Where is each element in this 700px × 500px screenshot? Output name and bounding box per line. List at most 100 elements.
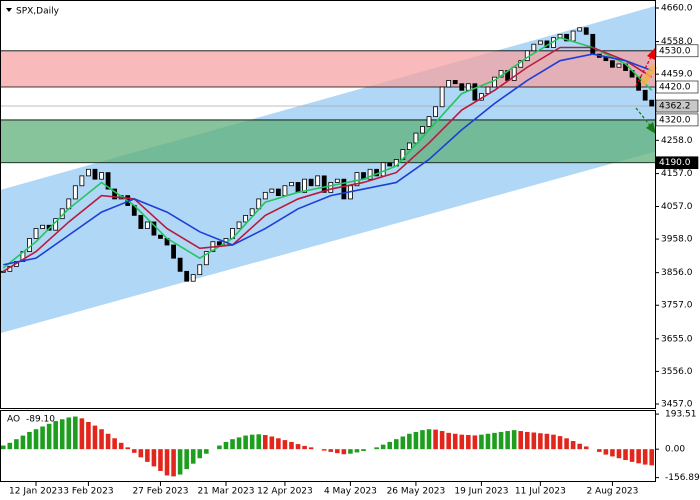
level-label: 4190.0 (659, 158, 691, 168)
candle-body (92, 168, 98, 180)
y-tick-label: 3856.0 (661, 268, 693, 278)
ao-bar (531, 432, 537, 450)
ao-bar (171, 449, 176, 477)
candle-body (295, 182, 301, 193)
candle-body (354, 172, 360, 187)
y-tick-label: 3958.0 (661, 235, 693, 245)
y-tick-label: 3457.0 (661, 400, 693, 410)
ao-bar (636, 449, 641, 464)
ao-bar (570, 441, 576, 450)
ao-bar (289, 441, 294, 450)
ao-current: -89.10 (26, 415, 55, 425)
moving-average (3, 53, 653, 266)
ao-bar (623, 449, 628, 461)
ao-bar (20, 435, 26, 450)
ao-bar (276, 438, 281, 450)
arrow-head (646, 122, 656, 134)
ao-tick-label: 193.51 (665, 410, 697, 420)
candle-body (642, 89, 648, 101)
candle-body (86, 168, 91, 177)
chart-title: SPX,Daily (16, 7, 60, 17)
ao-bar (243, 435, 248, 450)
ao-bar (295, 444, 301, 450)
forecast-up (635, 54, 653, 87)
candle-body (177, 257, 183, 272)
ao-bar (577, 443, 582, 450)
ao-bar (328, 449, 334, 452)
candle-body (426, 116, 432, 127)
candle-body (33, 228, 39, 239)
candle-body (243, 214, 249, 223)
x-tick-label: 27 Feb 2023 (132, 487, 188, 497)
ao-bar (131, 449, 137, 453)
candle-body (452, 80, 458, 85)
ao-bar (27, 431, 32, 450)
x-tick-label: 4 May 2023 (324, 487, 377, 497)
candle-body (72, 185, 78, 200)
ao-bar (59, 419, 65, 450)
ao-bar (66, 417, 72, 450)
ao-bar (40, 426, 45, 450)
ao-bar (459, 434, 465, 450)
overlay (635, 47, 657, 134)
candle-body (203, 251, 209, 266)
candle-body (433, 106, 438, 118)
level-box (655, 44, 699, 58)
ao-bar (485, 433, 491, 450)
candle-body (564, 33, 569, 42)
ao-bar (105, 433, 111, 450)
ao-bar (262, 435, 268, 450)
ao-bar (557, 436, 563, 450)
candle-body (1, 270, 6, 273)
candle-body (413, 132, 419, 144)
ao-bar (112, 438, 117, 450)
ao-bar (138, 449, 144, 458)
ao-tick-label: 0.00 (665, 445, 685, 455)
level-box (655, 99, 699, 113)
candle-body (570, 30, 576, 42)
zone (1, 119, 655, 163)
candle-body (531, 43, 537, 52)
x-tick-label: 21 Mar 2023 (197, 487, 254, 497)
menu-icon[interactable] (6, 8, 12, 12)
candle-body (197, 264, 203, 276)
candle-body (105, 172, 111, 190)
candle-body (190, 274, 196, 282)
ao-bar (79, 418, 85, 450)
ao-bar (466, 435, 471, 450)
ao-bar (426, 429, 432, 450)
ao-bar (446, 432, 451, 450)
ao-bar (158, 449, 163, 471)
candle-body (79, 175, 85, 187)
x-tick-label: 3 Feb 2023 (63, 487, 113, 497)
candle-body (380, 162, 386, 177)
ao-bar (616, 449, 622, 459)
y-tick-label: 4157.0 (661, 169, 693, 179)
ao-bar (603, 449, 609, 455)
ao-bar (302, 445, 307, 450)
ao-bar (321, 449, 327, 451)
candle-body (99, 172, 104, 180)
ao-bar (374, 447, 379, 450)
ao-bar (204, 449, 209, 454)
level-label: 4320.0 (659, 115, 691, 125)
ao-bar (544, 433, 550, 450)
y-tick-label: 4660.0 (661, 4, 693, 14)
ao-bar (610, 449, 615, 457)
moving-average (2, 46, 653, 273)
ao-bar (498, 431, 504, 450)
ao-bar (164, 449, 170, 476)
ao-bar (177, 449, 183, 475)
candle-body (649, 99, 655, 107)
candle-body (590, 33, 596, 55)
y-tick-label: 4057.0 (661, 202, 693, 212)
ao-pane (1, 416, 655, 477)
candle-body (40, 224, 45, 229)
forecast-down (635, 107, 653, 129)
ao-bar (642, 449, 648, 465)
ao-bar (99, 429, 104, 450)
ao-bar (348, 449, 353, 454)
ao-bar (223, 441, 229, 450)
zone (1, 50, 655, 88)
